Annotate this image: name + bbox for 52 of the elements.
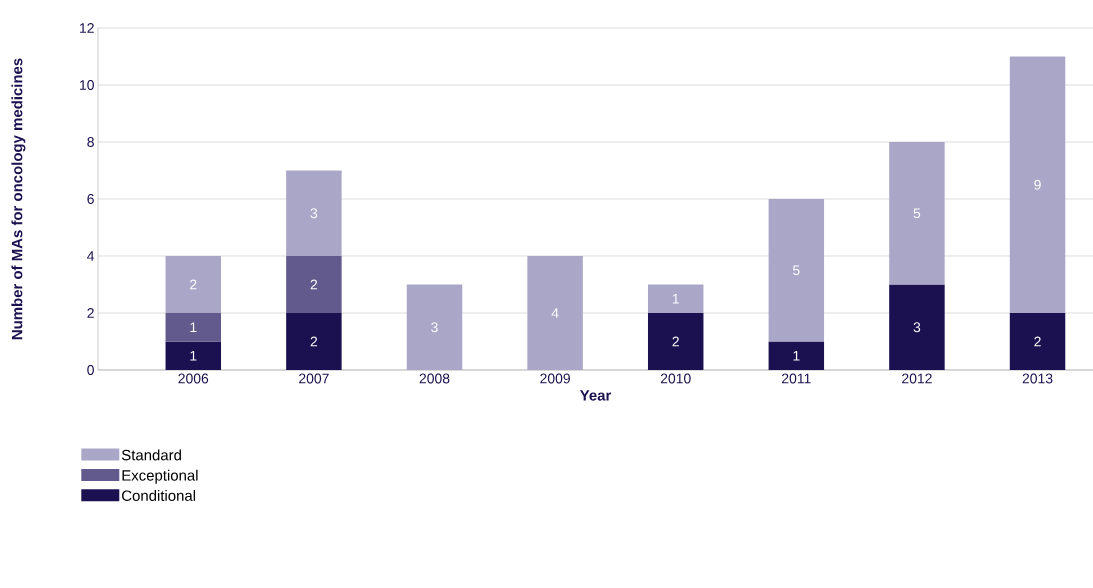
- x-tick-label: 2009: [540, 373, 570, 384]
- y-tick-label: 4: [87, 251, 95, 261]
- data-label: 1: [190, 322, 197, 333]
- bar: [768, 199, 825, 342]
- bar: [406, 284, 463, 370]
- bar: [286, 313, 342, 370]
- x-tick-label: 2006: [178, 373, 209, 384]
- y-tick-label: 12: [80, 23, 94, 33]
- bar: [527, 256, 583, 370]
- legend-label: Conditional: [122, 490, 196, 501]
- bar: [889, 284, 945, 370]
- y-tick-label: 10: [80, 80, 94, 90]
- bar: [165, 341, 222, 370]
- data-label: 2: [672, 336, 679, 347]
- data-label: 2: [310, 279, 318, 290]
- x-tick-label: 2010: [660, 373, 691, 384]
- y-axis-title: Number of MAs for oncology medicines: [11, 58, 26, 340]
- y-tick-label: 6: [87, 194, 94, 204]
- bar: [165, 256, 222, 313]
- y-tick-label: 0: [87, 365, 94, 375]
- data-label: 5: [793, 265, 800, 276]
- x-tick-label: 2007: [299, 373, 329, 384]
- data-label: 1: [672, 293, 679, 304]
- bar: [286, 170, 342, 256]
- data-label: 2: [1034, 336, 1041, 347]
- data-label: 5: [913, 208, 921, 219]
- x-tick-label: 2013: [1022, 373, 1053, 384]
- data-label: 2: [190, 279, 197, 290]
- data-label: 4: [551, 308, 559, 318]
- bar: [165, 313, 222, 342]
- data-label: 1: [793, 350, 800, 361]
- legend-label: Exceptional: [122, 469, 198, 484]
- x-tick-label: 2008: [419, 373, 450, 384]
- bar: [286, 256, 342, 313]
- bar: [647, 313, 704, 370]
- y-tick-label: 2: [87, 308, 94, 318]
- data-label: 1: [190, 350, 197, 361]
- bar: [647, 284, 704, 313]
- data-label: 3: [431, 322, 438, 333]
- x-axis-title: Year: [579, 390, 612, 401]
- y-tick-label: 8: [87, 137, 94, 147]
- data-label: 2: [310, 336, 318, 347]
- data-label: 3: [310, 208, 318, 219]
- legend-label: Standard: [121, 449, 181, 461]
- x-tick-label: 2012: [902, 373, 932, 384]
- bar: [1009, 56, 1066, 313]
- data-label: 3: [913, 322, 921, 333]
- x-tick-label: 2011: [782, 373, 811, 384]
- bar: [768, 341, 825, 370]
- bar: [889, 142, 945, 285]
- data-label: 9: [1034, 179, 1041, 190]
- bar: [1009, 313, 1066, 370]
